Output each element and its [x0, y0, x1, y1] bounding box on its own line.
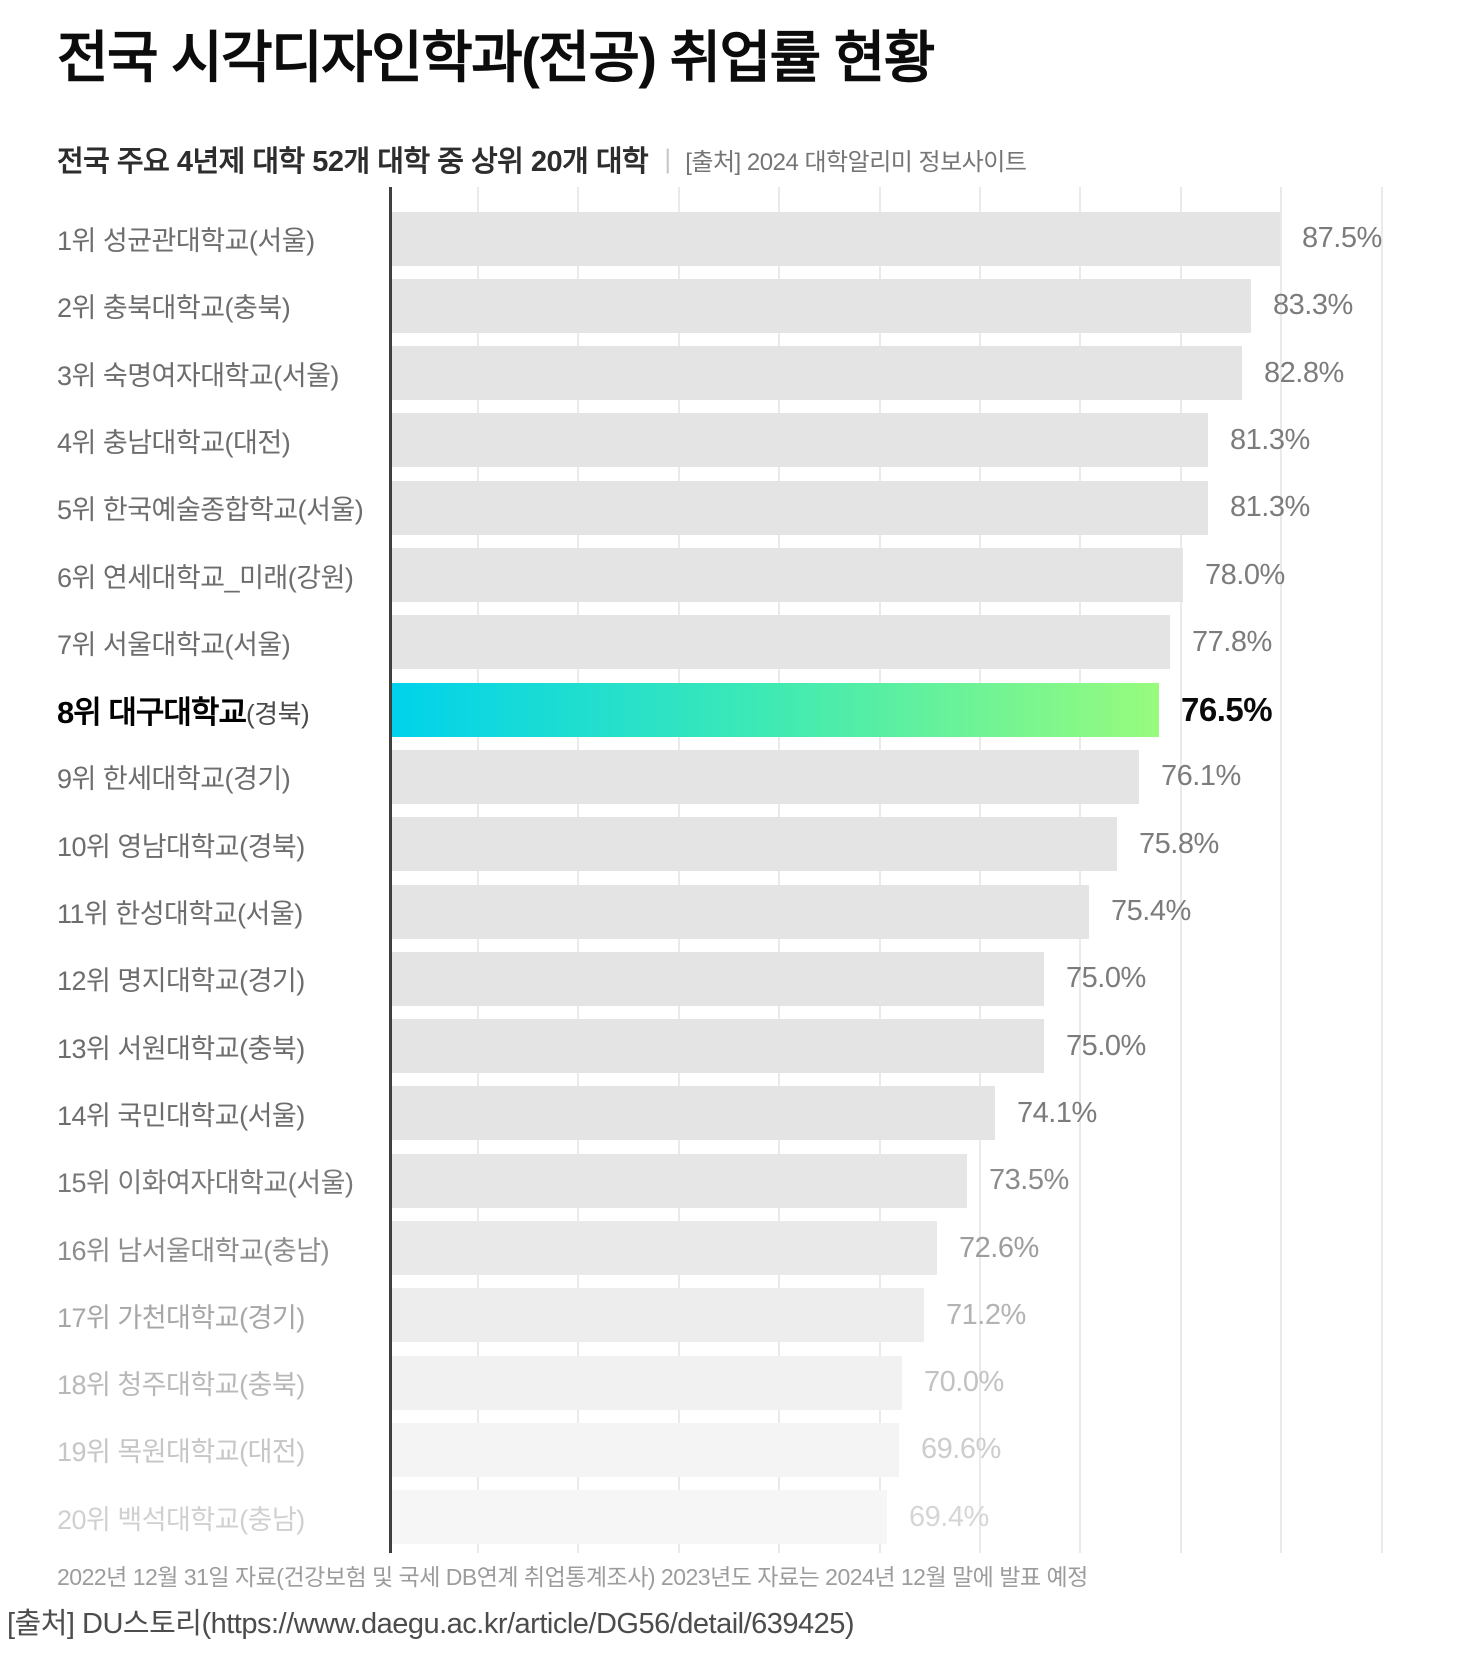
bar-value-rank-12: 75.0%	[1066, 962, 1146, 995]
highlight-label-suffix: (경북)	[245, 699, 310, 730]
bar-rank-4	[392, 413, 1208, 468]
highlight-label-main: 8위 대구대학교	[57, 695, 247, 731]
bar-rank-12	[392, 951, 1044, 1006]
bar-row-label-rank-1: 1위 성균관대학교(서울)	[57, 226, 315, 256]
bar-rank-7	[392, 615, 1170, 670]
bar-value-rank-9: 76.1%	[1161, 760, 1241, 793]
bar-value-rank-2: 83.3%	[1273, 289, 1353, 322]
bar-value-rank-8: 76.5%	[1181, 690, 1273, 728]
bar-rank-16	[392, 1221, 937, 1275]
bar-rank-15	[392, 1153, 967, 1208]
bar-rank-17	[392, 1288, 924, 1343]
bar-rank-9	[392, 749, 1139, 804]
bar-rank-5	[392, 480, 1208, 535]
bar-row-rank-20: 20위 백석대학교(충남) 69.4%	[0, 1484, 1459, 1551]
bar-row-rank-17: 17위 가천대학교(경기) 71.2%	[0, 1282, 1459, 1349]
bar-row-label-rank-15: 15위 이화여자대학교(서울)	[57, 1168, 354, 1199]
bar-row-label-rank-10: 10위 영남대학교(경북)	[57, 831, 305, 862]
bar-value-rank-19: 69.6%	[921, 1433, 1001, 1466]
bar-row-label-rank-9: 9위 한세대학교(경기)	[57, 764, 291, 795]
bar-row-label-rank-13: 13위 서원대학교(충북)	[57, 1033, 305, 1064]
gridline	[1179, 187, 1182, 1553]
subtitle-divider-bar: |	[664, 143, 672, 174]
bar-row-label-rank-8: 8위 대구대학교(경북)	[0, 687, 392, 732]
bar-row-rank-12: 12위 명지대학교(경기) 75.0%	[0, 945, 1459, 1012]
bar-row-rank-9: 9위 한세대학교(경기) 76.1%	[0, 743, 1459, 810]
bar-row-label-rank-11: 11위 한성대학교(서울)	[57, 899, 303, 929]
bar-rank-11	[392, 884, 1089, 939]
bar-value-rank-20: 69.4%	[909, 1500, 989, 1533]
bar-value-rank-6: 78.0%	[1205, 558, 1285, 591]
gridline	[1280, 187, 1283, 1553]
bar-row-label-rank-6: 6위 연세대학교_미래(강원)	[57, 562, 354, 593]
y-axis-line	[389, 187, 392, 1553]
bar-row-label-rank-12: 12위 명지대학교(경기)	[57, 966, 305, 997]
subtitle-source: [출처] 2024 대학알리미 정보사이트	[685, 148, 1027, 176]
bar-value-rank-1: 87.5%	[1302, 222, 1382, 254]
highlight-bar-rank-8	[392, 682, 1159, 737]
bar-row-label-rank-18: 18위 청주대학교(충북)	[57, 1370, 305, 1401]
bar-row-rank-18: 18위 청주대학교(충북) 70.0%	[0, 1349, 1459, 1416]
subtitle: 전국 주요 4년제 대학 52개 대학 중 상위 20개 대학 | [출처] 2…	[57, 138, 1027, 180]
bar-value-rank-13: 75.0%	[1066, 1029, 1146, 1062]
bar-row-label-rank-5: 5위 한국예술종합학교(서울)	[57, 495, 364, 526]
bar-row-label-rank-2: 2위 충북대학교(충북)	[57, 293, 291, 324]
bar-rank-14	[392, 1086, 995, 1141]
bar-row-rank-1: 1위 성균관대학교(서울) 87.5%	[0, 205, 1459, 272]
bar-row-label-rank-16: 16위 남서울대학교(충남)	[57, 1235, 330, 1266]
bar-row-rank-3: 3위 숙명여자대학교(서울) 82.8%	[0, 340, 1459, 407]
bar-rank-3	[392, 346, 1242, 401]
bar-value-rank-3: 82.8%	[1264, 356, 1344, 389]
bar-value-rank-15: 73.5%	[989, 1164, 1069, 1197]
footnote: 2022년 12월 31일 자료(건강보험 및 국세 DB연계 취업통계조사) …	[57, 1564, 1088, 1590]
bar-row-rank-10: 10위 영남대학교(경북) 75.8%	[0, 811, 1459, 878]
bar-value-rank-18: 70.0%	[924, 1366, 1004, 1399]
bar-row-rank-13: 13위 서원대학교(충북) 75.0%	[0, 1013, 1459, 1080]
employment-rate-bar-chart: 1위 성균관대학교(서울) 87.5% 2위 충북대학교(충북) 83.3% 3위 숙명…	[0, 187, 1459, 1553]
subtitle-main: 전국 주요 4년제 대학 52개 대학 중 상위 20개 대학	[57, 146, 649, 178]
bar-row-rank-2: 2위 충북대학교(충북) 83.3%	[0, 272, 1459, 339]
bar-value-rank-11: 75.4%	[1111, 895, 1191, 927]
bar-rank-19	[392, 1422, 899, 1477]
bar-value-rank-16: 72.6%	[959, 1231, 1039, 1264]
bar-rank-2	[392, 278, 1251, 333]
source-line: [출처] DU스토리(https://www.daegu.ac.kr/artic…	[7, 1608, 855, 1640]
bar-rank-13	[392, 1019, 1044, 1074]
bar-value-rank-7: 77.8%	[1192, 625, 1272, 658]
bar-row-rank-15: 15위 이화여자대학교(서울) 73.5%	[0, 1147, 1459, 1214]
bar-row-rank-6: 6위 연세대학교_미래(강원) 78.0%	[0, 542, 1459, 609]
bar-row-label-rank-20: 20위 백석대학교(충남)	[57, 1504, 305, 1535]
bar-value-rank-4: 81.3%	[1230, 423, 1310, 456]
bar-rank-20	[392, 1490, 887, 1545]
bar-rank-18	[392, 1355, 902, 1410]
bar-row-label-rank-17: 17위 가천대학교(경기)	[57, 1302, 305, 1333]
bar-row-rank-14: 14위 국민대학교(서울) 74.1%	[0, 1080, 1459, 1147]
bar-row-label-rank-14: 14위 국민대학교(서울)	[57, 1100, 305, 1131]
bar-rank-1	[392, 211, 1280, 266]
bar-row-rank-5: 5위 한국예술종합학교(서울) 81.3%	[0, 474, 1459, 541]
gridline	[1380, 187, 1383, 1553]
bar-row-rank-4: 4위 충남대학교(대전) 81.3%	[0, 407, 1459, 474]
bar-row-rank-8: 8위 대구대학교(경북) 76.5%	[0, 676, 1459, 743]
bar-rank-10	[392, 817, 1117, 872]
bar-row-rank-11: 11위 한성대학교(서울) 75.4%	[0, 878, 1459, 945]
bar-row-label-rank-19: 19위 목원대학교(대전)	[57, 1437, 305, 1468]
bar-row-label-rank-7: 7위 서울대학교(서울)	[57, 629, 291, 660]
bar-row-rank-7: 7위 서울대학교(서울) 77.8%	[0, 609, 1459, 676]
bar-value-rank-10: 75.8%	[1139, 827, 1219, 860]
bar-row-rank-19: 19위 목원대학교(대전) 69.6%	[0, 1416, 1459, 1483]
bar-rank-6	[392, 548, 1183, 602]
bar-value-rank-14: 74.1%	[1017, 1096, 1097, 1129]
bar-value-rank-17: 71.2%	[946, 1298, 1026, 1331]
bar-row-label-rank-4: 4위 충남대학교(대전)	[57, 427, 291, 458]
bar-row-label-rank-3: 3위 숙명여자대학교(서울)	[57, 360, 339, 391]
page-title: 전국 시각디자인학과(전공) 취업률 현황	[57, 26, 935, 89]
bar-row-rank-16: 16위 남서울대학교(충남) 72.6%	[0, 1215, 1459, 1282]
bar-value-rank-5: 81.3%	[1230, 491, 1310, 524]
